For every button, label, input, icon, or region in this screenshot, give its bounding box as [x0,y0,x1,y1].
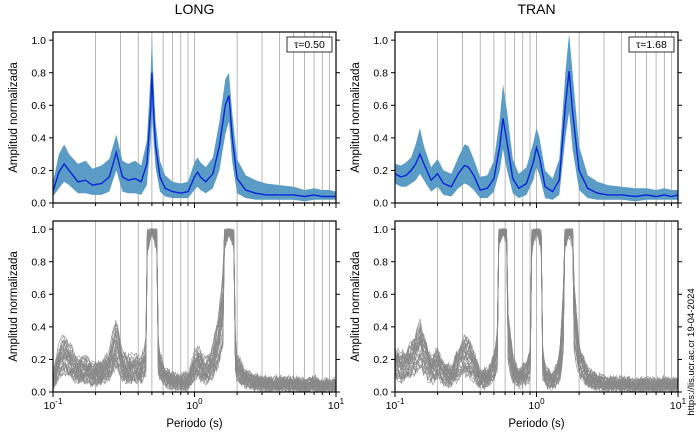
y-axis-label: Amplitud normalizada [350,251,362,362]
y-tick-label: 0.6 [373,289,388,301]
y-tick-label: 0.6 [373,100,388,112]
x-axis-label: Periodo (s) [166,418,222,430]
x-tick-exponent: 0 [540,397,545,406]
y-tick-label: 0.8 [31,256,46,268]
x-tick-label: 10-1 [44,397,63,412]
y-tick-label: 0.4 [373,322,388,334]
mean-line [394,71,679,198]
y-tick-label: 0.8 [373,256,388,268]
y-tick-label: 1.0 [373,35,388,47]
x-tick-label: 101 [328,397,345,412]
y-tick-label: 0.2 [31,354,46,366]
y-tick-label: 0.8 [31,67,46,79]
y-tick-label: 0.6 [31,289,46,301]
y-tick-label: 0.0 [373,198,388,210]
y-tick-label: 0.0 [31,387,46,399]
confidence-band [395,33,678,202]
y-axis-label: Amplitud normalizada [8,251,20,362]
y-tick-label: 0.2 [373,354,388,366]
y-tick-label: 0.4 [31,322,46,334]
x-tick-exponent: 0 [198,397,203,406]
station-line [52,229,337,392]
station-line [52,228,337,392]
chart-long-mean: 0.0 0.2 0.4 0.6 0.8 1.0 Amplitud normalizada LO… [8,1,340,210]
x-tick-label: 100 [528,397,545,412]
y-tick-label: 0.2 [373,165,388,177]
footer-text: https://lis.ucr.ac.cr 19-04-2024 [686,288,697,415]
y-tick-label: 0.0 [373,387,388,399]
x-tick-label: 100 [186,397,203,412]
annotation-box [286,36,333,53]
x-tick-exponent: -1 [397,397,405,406]
y-tick-label: 0.4 [31,133,46,145]
annotation-box [628,36,675,53]
x-tick-exponent: 1 [340,397,345,406]
mean-line [52,72,336,198]
y-tick-label: 0.6 [31,100,46,112]
y-tick-label: 1.0 [31,224,46,236]
y-tick-label: 1.0 [31,35,46,47]
confidence-band [53,33,336,202]
chart-title: TRAN [517,1,555,17]
y-tick-label: 0.8 [373,67,388,79]
annotation-text: τ=1.68 [636,39,667,51]
y-tick-label: 0.4 [373,133,388,145]
annotation-text: τ=0.50 [294,39,325,51]
station-line [52,228,337,393]
x-tick-label: 101 [670,397,687,412]
x-tick-exponent: -1 [55,397,63,406]
station-line [52,227,337,389]
station-line [52,228,337,393]
chart-title: LONG [175,1,215,17]
station-line [394,228,679,389]
y-axis-label: Amplitud normalizada [350,62,362,173]
y-tick-label: 0.2 [31,165,46,177]
y-axis-label: Amplitud normalizada [8,62,20,173]
x-axis-label: Periodo (s) [508,418,564,430]
y-tick-label: 0.0 [31,198,46,210]
x-tick-label: 10-1 [386,397,405,412]
x-tick-exponent: 1 [682,397,687,406]
y-tick-label: 1.0 [373,224,388,236]
chart-tran-mean: 0.0 0.2 0.4 0.6 0.8 1.0 Amplitud normalizada TR… [350,1,682,210]
